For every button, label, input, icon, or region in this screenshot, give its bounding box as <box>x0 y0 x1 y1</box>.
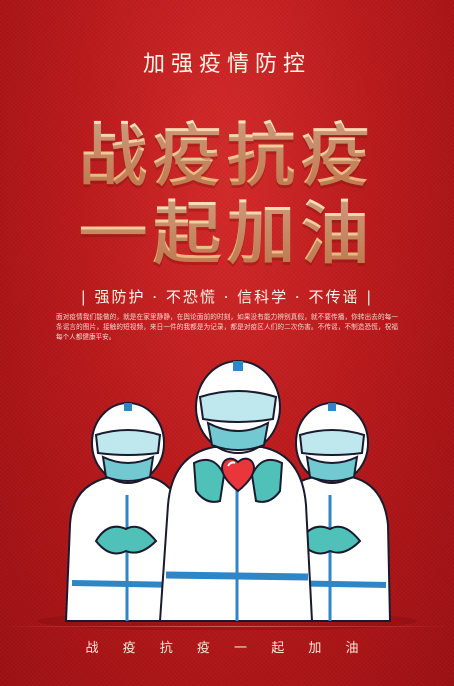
headline-line-2: 一起加油 <box>0 178 454 277</box>
body-paragraph: 面对疫情我们能做的，就是在家里静静，在舆论面前的时刻，如果没有能力辨别真假，就不… <box>56 313 398 341</box>
footer-text: 战 疫 抗 疫 一 起 加 油 <box>85 641 369 656</box>
footer-divider <box>0 626 454 627</box>
center-medical-worker <box>158 360 314 622</box>
slogan: | 强防护 · 不恐慌 · 信科学 · 不传谣 | <box>80 288 374 306</box>
headline-line-1: 战疫抗疫 <box>0 100 454 199</box>
heart-icon <box>220 457 256 493</box>
medical-workers-illustration <box>37 360 417 630</box>
heart-highlight <box>227 461 236 467</box>
poster-subtitle: 加强疫情防控 <box>142 52 311 77</box>
